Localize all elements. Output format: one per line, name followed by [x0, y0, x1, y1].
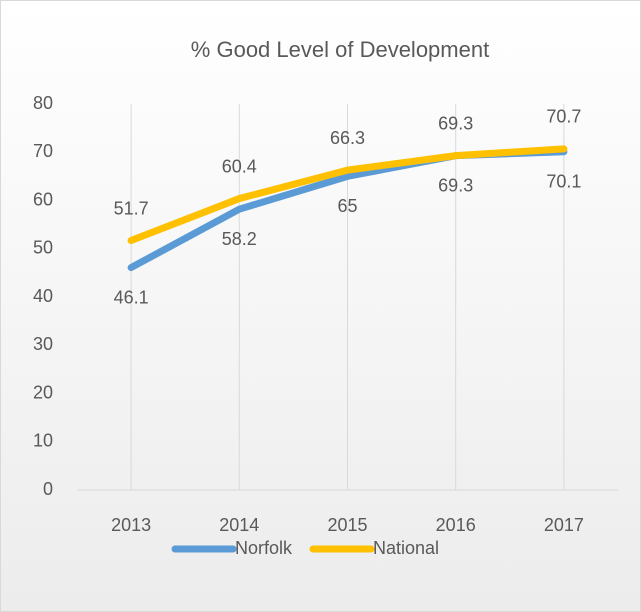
- y-tick-label: 80: [33, 93, 53, 113]
- y-tick-label: 60: [33, 189, 53, 209]
- legend-label: Norfolk: [235, 538, 293, 558]
- data-label: 58.2: [222, 229, 257, 249]
- data-label: 69.3: [438, 175, 473, 195]
- x-tick-label: 2017: [544, 515, 584, 535]
- data-label: 51.7: [114, 198, 149, 218]
- x-tick-label: 2016: [436, 515, 476, 535]
- data-label: 46.1: [114, 287, 149, 307]
- series-line: [127, 145, 568, 245]
- data-label: 66.3: [330, 128, 365, 148]
- data-label: 70.7: [546, 107, 581, 127]
- y-tick-label: 40: [33, 286, 53, 306]
- x-tick-label: 2015: [327, 515, 367, 535]
- data-label: 69.3: [438, 113, 473, 133]
- chart-title: % Good Level of Development: [191, 37, 489, 62]
- y-tick-label: 30: [33, 334, 53, 354]
- y-tick-label: 50: [33, 238, 53, 258]
- legend-label: National: [373, 538, 439, 558]
- data-label: 70.1: [546, 172, 581, 192]
- x-tick-label: 2014: [219, 515, 259, 535]
- x-tick-label: 2013: [111, 515, 151, 535]
- data-label: 60.4: [222, 156, 257, 176]
- y-tick-label: 70: [33, 141, 53, 161]
- y-tick-label: 0: [43, 479, 53, 499]
- y-tick-label: 20: [33, 382, 53, 402]
- y-tick-label: 10: [33, 431, 53, 451]
- data-label: 65: [337, 196, 357, 216]
